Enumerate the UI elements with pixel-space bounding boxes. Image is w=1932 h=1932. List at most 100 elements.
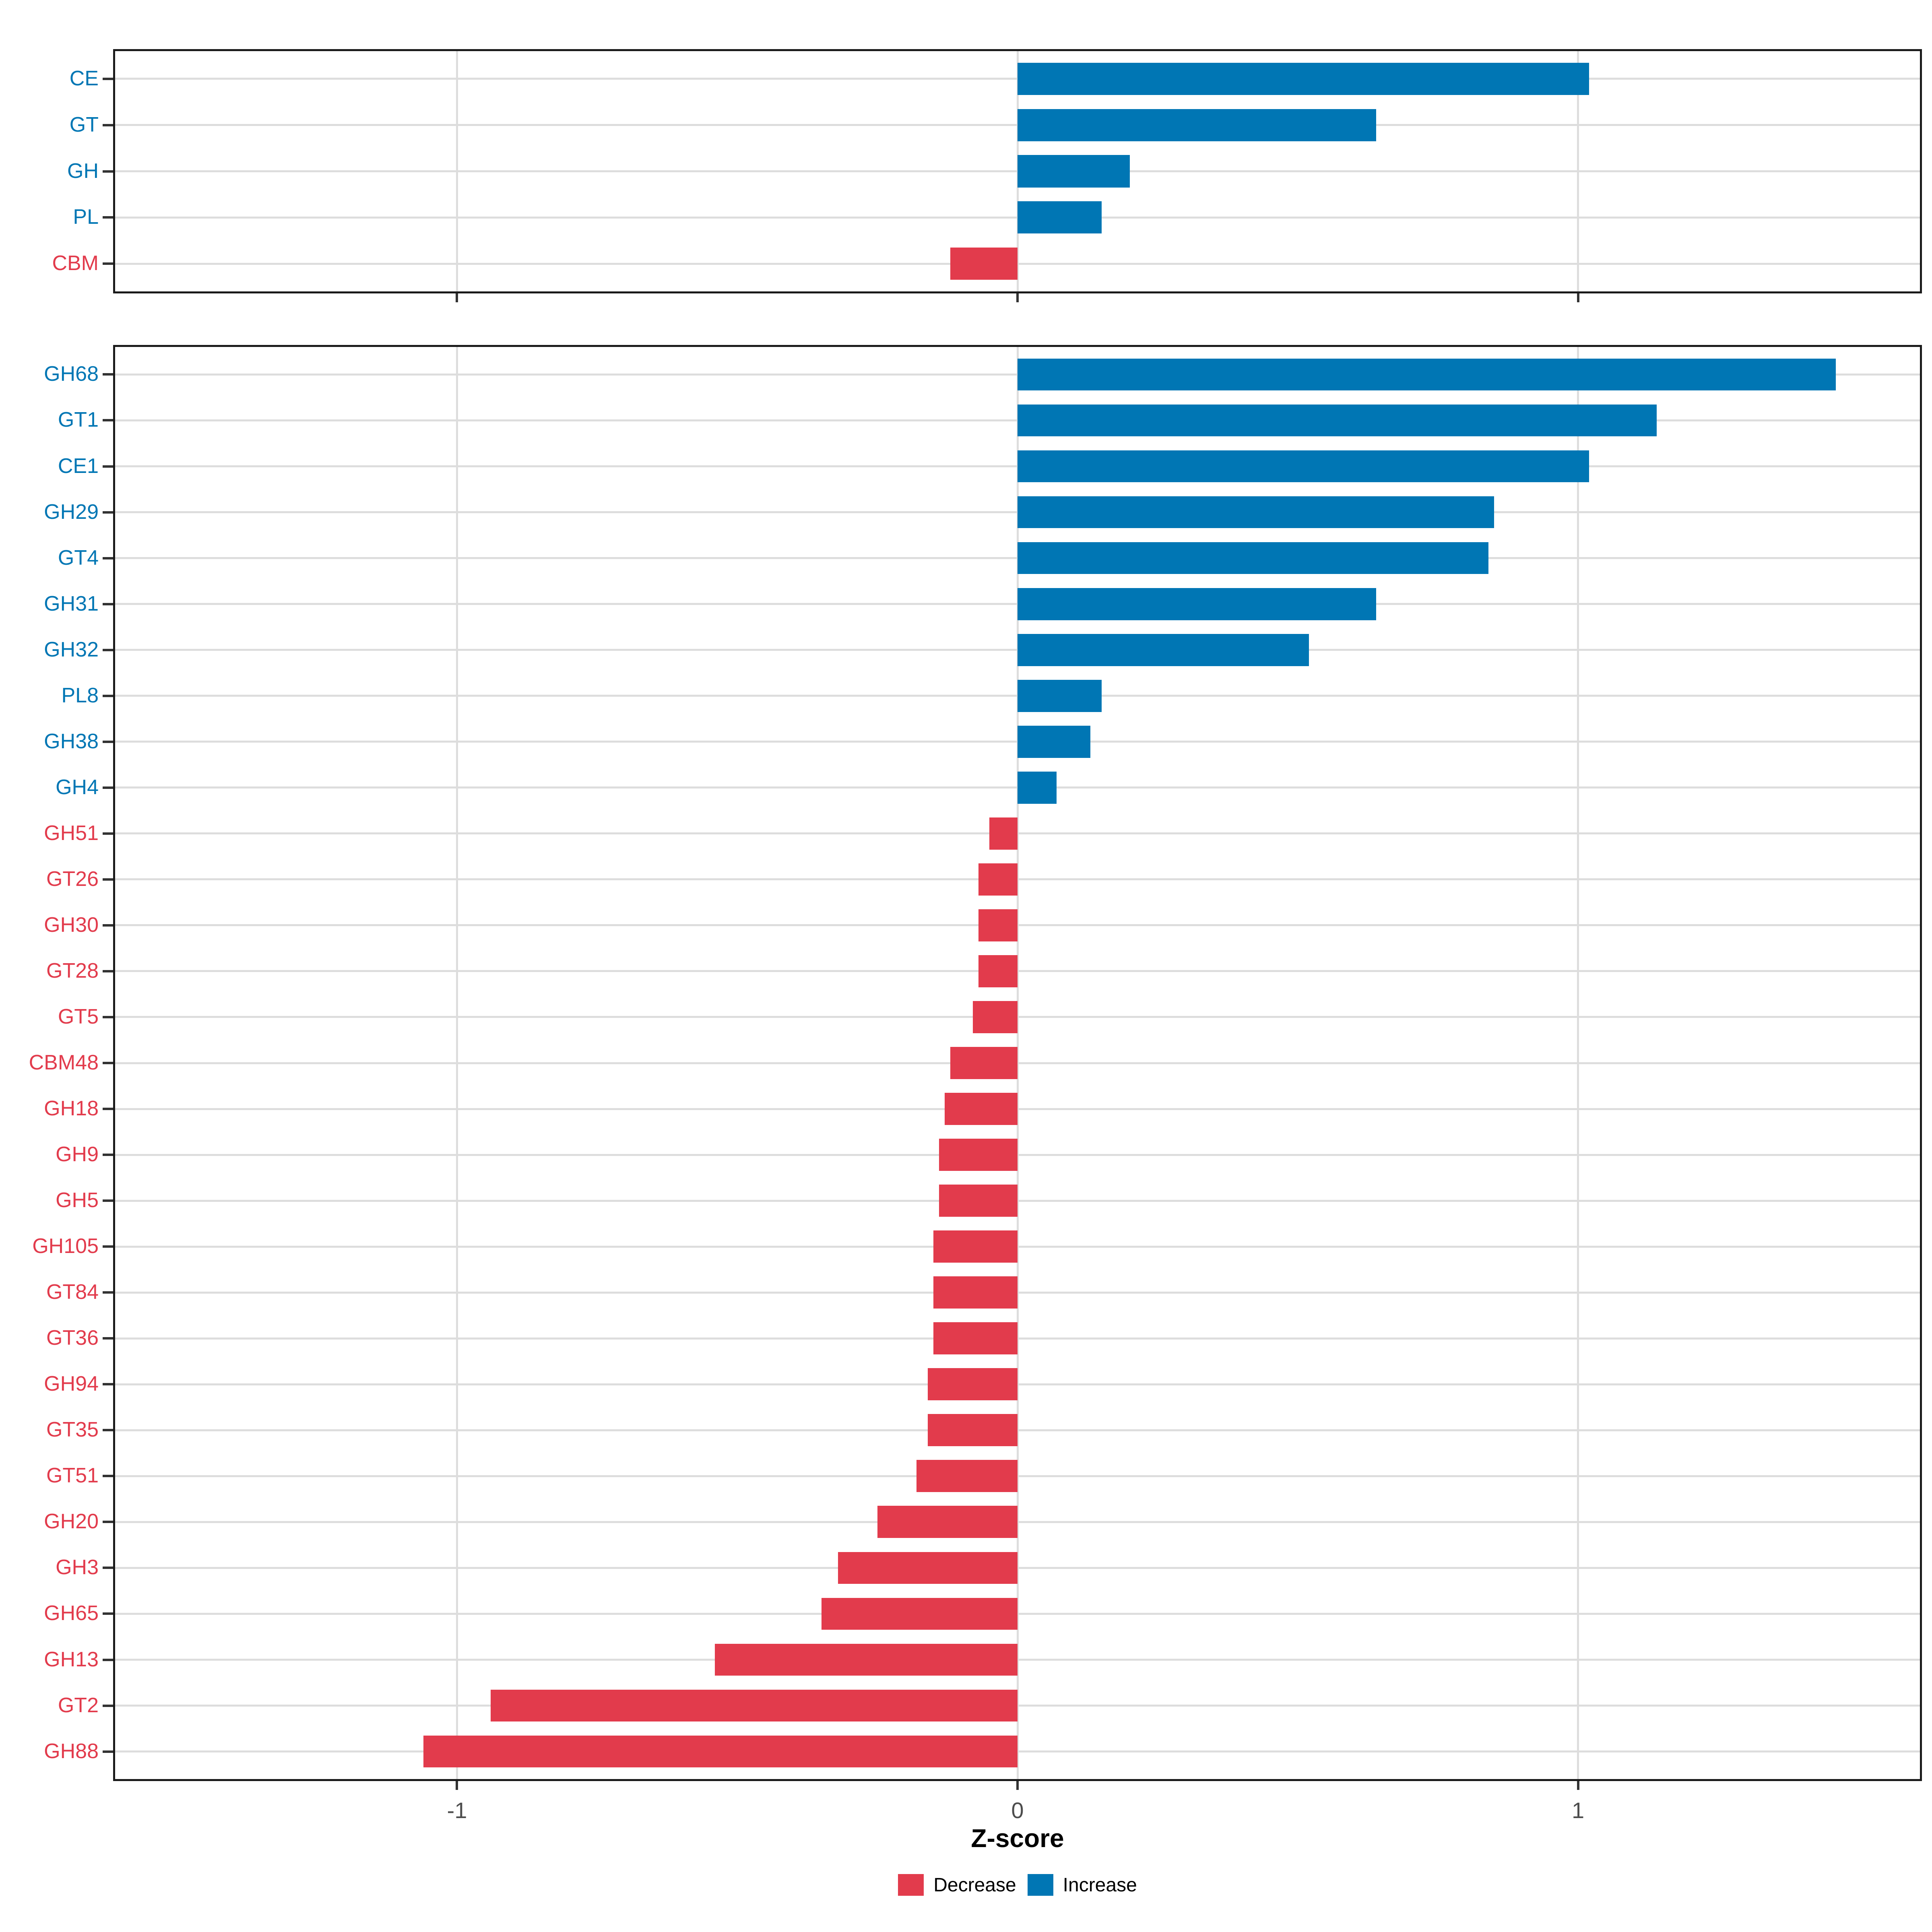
bar-GT51 — [916, 1460, 1018, 1492]
y-gridline-GH20 — [115, 1521, 1920, 1523]
bar-GH31 — [1018, 588, 1377, 620]
bar-GT35 — [928, 1414, 1018, 1447]
y-axis-label-GT36: GT36 — [46, 1326, 99, 1350]
bar-CE — [1018, 62, 1589, 95]
y-gridline-GH51 — [115, 832, 1920, 835]
y-tick-GH18 — [103, 1108, 113, 1110]
y-axis-label-GH9: GH9 — [56, 1142, 99, 1166]
x-tick-label--1: -1 — [447, 1798, 467, 1823]
bar-GH105 — [933, 1230, 1018, 1263]
bar-GT2 — [491, 1689, 1018, 1722]
y-gridline-GT28 — [115, 970, 1920, 972]
y-tick-GH68 — [103, 373, 113, 376]
x-axis-title: Z-score — [971, 1824, 1064, 1853]
y-tick-GH29 — [103, 511, 113, 514]
y-axis-label-GH51: GH51 — [44, 821, 99, 845]
y-gridline-GT51 — [115, 1475, 1920, 1477]
bar-GH29 — [1018, 496, 1494, 528]
x-tick-0-panel1 — [1016, 1781, 1019, 1790]
bar-GH38 — [1018, 725, 1091, 758]
bar-GH18 — [944, 1093, 1018, 1125]
bar-GT1 — [1018, 404, 1657, 437]
y-tick-PL — [103, 216, 113, 219]
y-tick-GT35 — [103, 1429, 113, 1432]
y-axis-label-GH94: GH94 — [44, 1372, 99, 1396]
y-axis-label-GH30: GH30 — [44, 913, 99, 937]
legend-item-decrease: Decrease — [898, 1874, 1016, 1896]
y-axis-label-GT51: GT51 — [46, 1464, 99, 1488]
y-axis-label-CBM48: CBM48 — [29, 1051, 99, 1074]
y-axis-label-CE: CE — [69, 66, 99, 90]
y-axis-label-GH32: GH32 — [44, 638, 99, 661]
y-axis-label-GT28: GT28 — [46, 959, 99, 983]
y-tick-GH51 — [103, 832, 113, 835]
y-tick-CBM48 — [103, 1062, 113, 1064]
x-tick-1-panel1 — [1577, 1781, 1579, 1790]
y-axis-label-GH13: GH13 — [44, 1647, 99, 1671]
y-tick-GH38 — [103, 740, 113, 743]
bar-GH30 — [978, 909, 1018, 941]
x-tick-1-panel0 — [1577, 293, 1579, 302]
y-axis-label-GH29: GH29 — [44, 500, 99, 524]
bar-GT36 — [933, 1322, 1018, 1355]
y-tick-GT4 — [103, 557, 113, 559]
bar-GH94 — [928, 1368, 1018, 1401]
y-gridline-GH65 — [115, 1612, 1920, 1615]
x-tick-label-0: 0 — [1011, 1798, 1024, 1823]
legend-item-increase: Increase — [1027, 1874, 1137, 1896]
y-tick-GH94 — [103, 1383, 113, 1386]
y-axis-label-GH88: GH88 — [44, 1739, 99, 1763]
bar-CBM — [950, 247, 1018, 280]
y-tick-GH88 — [103, 1750, 113, 1753]
y-axis-label-GT5: GT5 — [58, 1005, 99, 1028]
y-tick-GH20 — [103, 1521, 113, 1523]
bar-GT4 — [1018, 542, 1488, 574]
y-tick-GT1 — [103, 419, 113, 422]
y-tick-CBM — [103, 262, 113, 265]
y-tick-GH5 — [103, 1199, 113, 1202]
y-tick-GH65 — [103, 1612, 113, 1615]
y-gridline-GT84 — [115, 1291, 1920, 1294]
y-gridline-GH105 — [115, 1245, 1920, 1248]
x-tick--1-panel1 — [456, 1781, 458, 1790]
x-tick-0-panel0 — [1016, 293, 1019, 302]
y-axis-label-GH65: GH65 — [44, 1602, 99, 1625]
y-tick-GH32 — [103, 648, 113, 651]
bar-GT28 — [978, 955, 1018, 987]
legend-key-decrease — [898, 1874, 924, 1896]
y-axis-label-GH38: GH38 — [44, 729, 99, 753]
y-tick-GH31 — [103, 603, 113, 605]
bar-GT5 — [972, 1001, 1018, 1033]
panel-families-detail — [113, 345, 1922, 1781]
y-axis-label-GT26: GT26 — [46, 867, 99, 891]
y-tick-CE — [103, 77, 113, 80]
y-axis-label-GH105: GH105 — [32, 1234, 99, 1258]
y-gridline-GH94 — [115, 1383, 1920, 1385]
bar-GH — [1018, 155, 1130, 188]
bar-GH51 — [989, 817, 1018, 850]
y-gridline-GT36 — [115, 1337, 1920, 1340]
y-gridline-GH30 — [115, 924, 1920, 927]
bar-GH20 — [877, 1506, 1018, 1538]
y-tick-GH4 — [103, 786, 113, 789]
y-gridline-CBM — [115, 262, 1920, 265]
legend-key-increase — [1027, 1874, 1053, 1896]
y-axis-label-CE1: CE1 — [58, 454, 99, 478]
y-tick-GH3 — [103, 1567, 113, 1569]
bar-GH32 — [1018, 634, 1309, 666]
y-tick-GT26 — [103, 878, 113, 881]
y-tick-GT36 — [103, 1337, 113, 1340]
y-gridline-GH3 — [115, 1567, 1920, 1569]
y-axis-label-GT1: GT1 — [58, 408, 99, 432]
x-tick-label-1: 1 — [1571, 1798, 1585, 1823]
bar-PL — [1018, 201, 1102, 234]
panel-classes-summary — [113, 49, 1922, 293]
bar-GT26 — [978, 863, 1018, 896]
bar-CE1 — [1018, 450, 1589, 483]
y-gridline-GT5 — [115, 1016, 1920, 1018]
bar-GH9 — [939, 1139, 1018, 1171]
y-tick-GH105 — [103, 1245, 113, 1248]
y-tick-GH13 — [103, 1658, 113, 1661]
y-axis-label-CBM: CBM — [52, 251, 99, 275]
y-gridline-GH13 — [115, 1659, 1920, 1661]
